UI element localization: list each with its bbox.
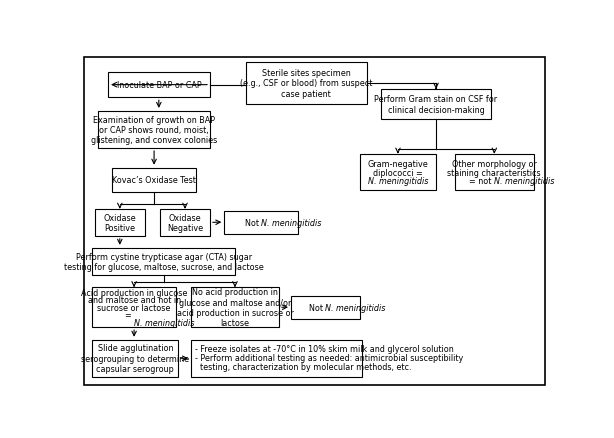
- Text: N. meningitidis: N. meningitidis: [494, 177, 554, 186]
- FancyBboxPatch shape: [224, 211, 298, 234]
- FancyBboxPatch shape: [84, 58, 545, 385]
- Text: N. meningitidis: N. meningitidis: [261, 218, 322, 227]
- Text: Other morphology or: Other morphology or: [452, 160, 537, 169]
- Text: =: =: [125, 311, 134, 319]
- Text: N. meningitidis: N. meningitidis: [325, 303, 386, 312]
- Text: Not: Not: [244, 218, 261, 227]
- Text: = not: = not: [470, 177, 494, 186]
- Text: Acid production in glucose: Acid production in glucose: [81, 288, 187, 297]
- Text: No acid production in
glucose and maltose and/or
acid production in sucrose or
l: No acid production in glucose and maltos…: [177, 287, 293, 328]
- FancyBboxPatch shape: [360, 155, 436, 191]
- FancyBboxPatch shape: [191, 288, 279, 328]
- FancyBboxPatch shape: [93, 248, 235, 275]
- FancyBboxPatch shape: [246, 63, 367, 105]
- FancyBboxPatch shape: [291, 296, 360, 319]
- FancyBboxPatch shape: [98, 112, 210, 148]
- Text: Sterile sites specimen
(e.g., CSF or blood) from suspect
case patient: Sterile sites specimen (e.g., CSF or blo…: [240, 69, 373, 99]
- Text: diplococci =: diplococci =: [373, 168, 423, 177]
- FancyBboxPatch shape: [107, 73, 210, 98]
- Text: - Perform additional testing as needed: antimicrobial susceptibility: - Perform additional testing as needed: …: [195, 353, 463, 362]
- Text: staining characteristics: staining characteristics: [448, 168, 541, 177]
- Text: testing, characterization by molecular methods, etc.: testing, characterization by molecular m…: [200, 362, 411, 371]
- Text: Not: Not: [309, 303, 325, 312]
- FancyBboxPatch shape: [93, 340, 178, 377]
- Text: Perform cystine trypticase agar (CTA) sugar
testing for glucose, maltose, sucros: Perform cystine trypticase agar (CTA) su…: [64, 252, 263, 271]
- Text: Oxidase
Negative: Oxidase Negative: [167, 213, 203, 233]
- Text: Examination of growth on BAP
or CAP shows round, moist,
glistening, and convex c: Examination of growth on BAP or CAP show…: [91, 115, 217, 145]
- Text: Perform Gram stain on CSF for
clinical decision-making: Perform Gram stain on CSF for clinical d…: [375, 95, 497, 114]
- FancyBboxPatch shape: [381, 90, 491, 120]
- Text: Inoculate BAP or CAP: Inoculate BAP or CAP: [117, 81, 201, 90]
- Text: - Freeze isolates at -70°C in 10% skim milk and glycerol solution: - Freeze isolates at -70°C in 10% skim m…: [195, 344, 454, 353]
- Text: N. meningitidis: N. meningitidis: [368, 177, 428, 186]
- FancyBboxPatch shape: [191, 340, 362, 377]
- Text: sucrose or lactose: sucrose or lactose: [98, 303, 171, 312]
- Text: N. meningitidis: N. meningitidis: [134, 318, 195, 327]
- FancyBboxPatch shape: [112, 168, 196, 193]
- FancyBboxPatch shape: [160, 209, 210, 237]
- Text: Slide agglutination
serogrouping to determine
capsular serogroup: Slide agglutination serogrouping to dete…: [81, 343, 189, 373]
- FancyBboxPatch shape: [455, 155, 534, 191]
- FancyBboxPatch shape: [93, 288, 176, 328]
- Text: Kovac’s Oxidase Test: Kovac’s Oxidase Test: [112, 176, 196, 185]
- Text: Gram-negative: Gram-negative: [368, 160, 429, 169]
- FancyBboxPatch shape: [95, 209, 145, 237]
- Text: and maltose and not in: and maltose and not in: [88, 296, 181, 304]
- Text: Oxidase
Positive: Oxidase Positive: [104, 213, 136, 233]
